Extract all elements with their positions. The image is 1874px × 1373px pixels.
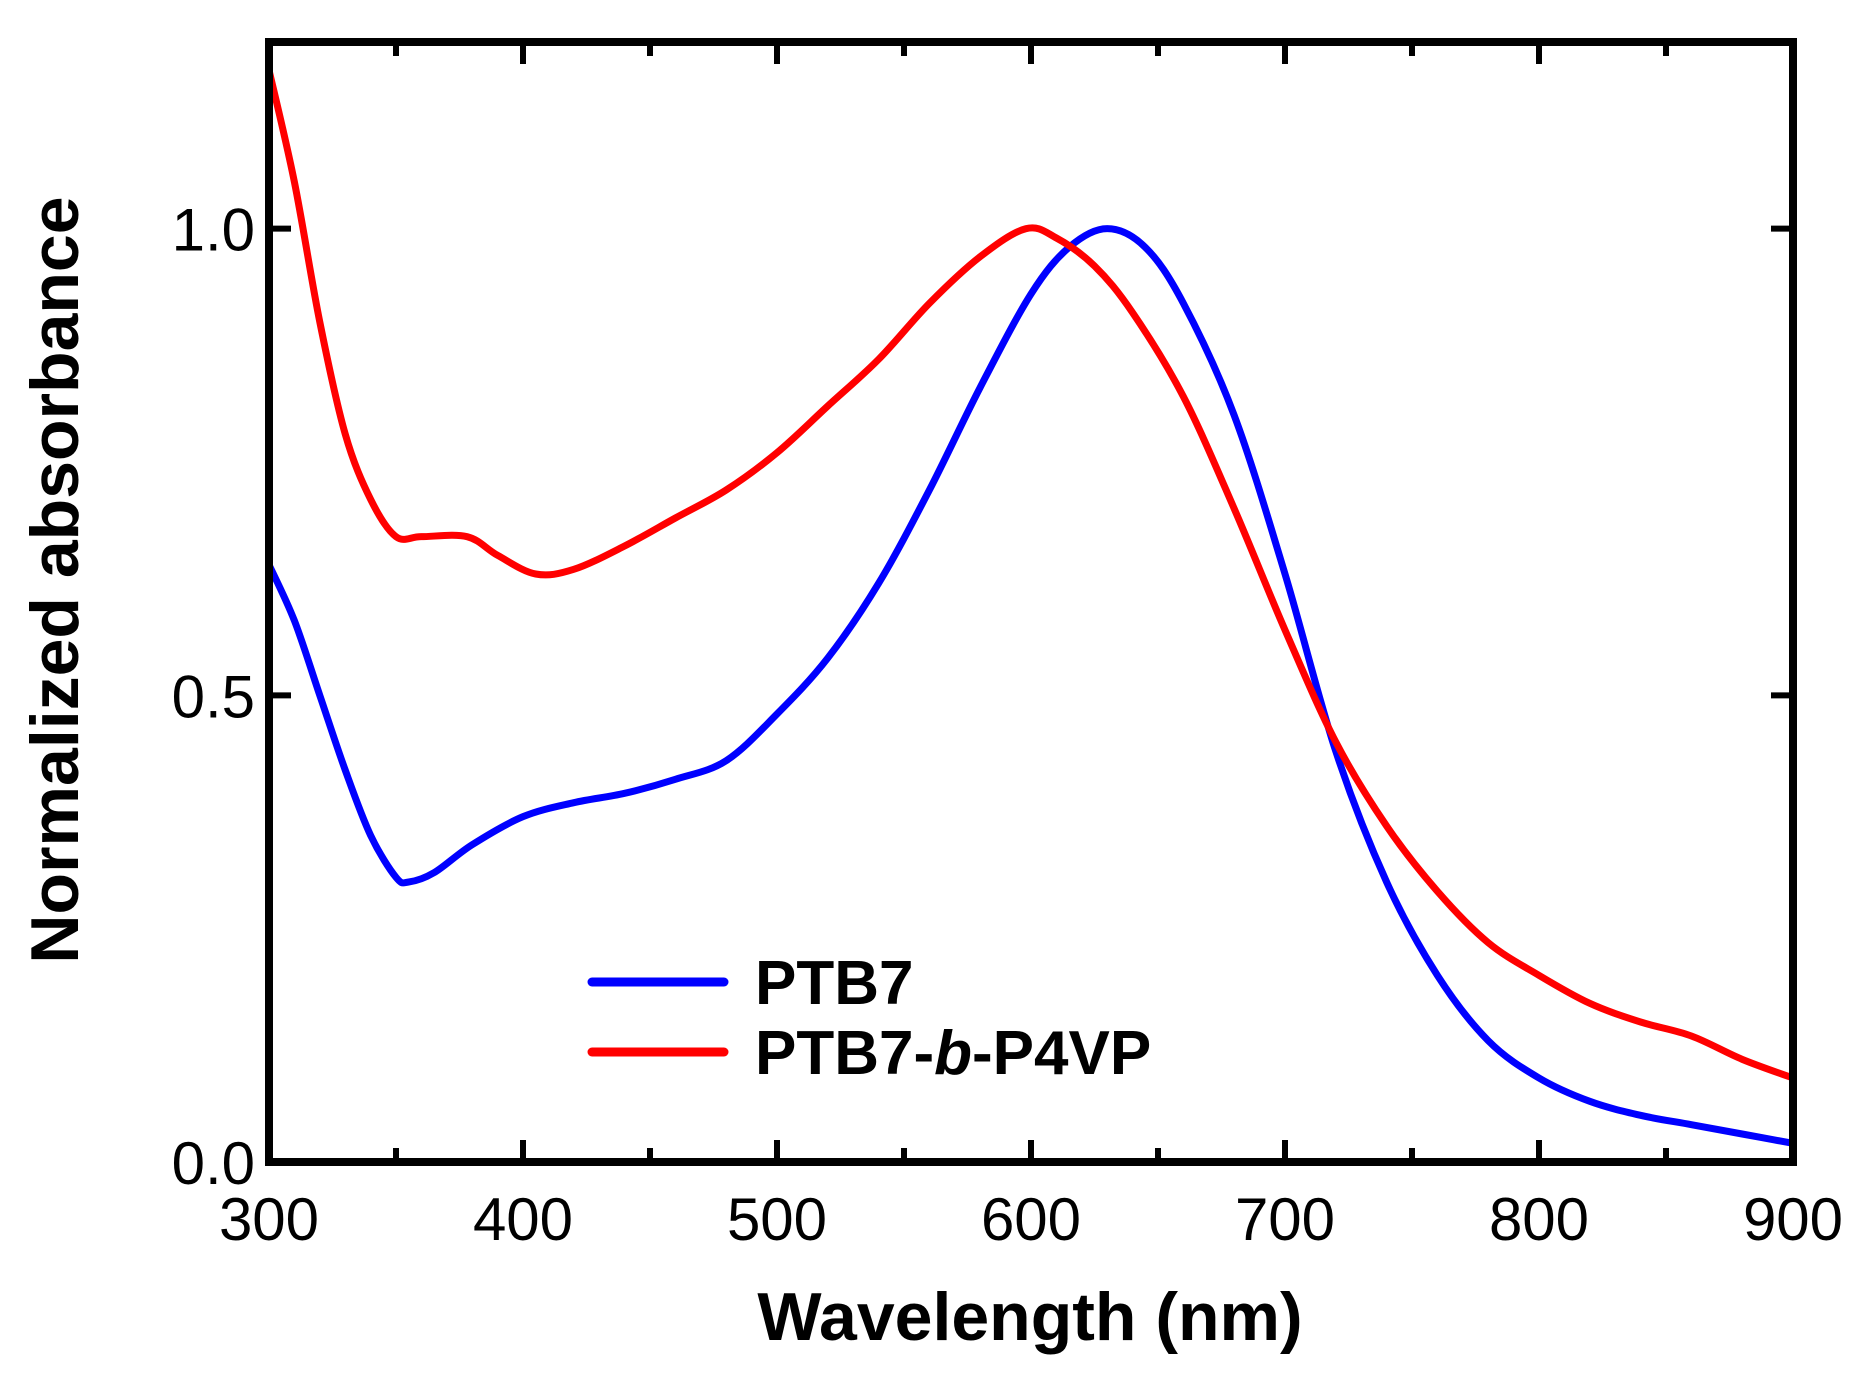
x-axis-title: Wavelength (nm) bbox=[757, 1279, 1302, 1355]
y-tick-label: 1.0 bbox=[172, 197, 255, 264]
legend-label: PTB7 bbox=[755, 949, 913, 1018]
x-tick-label: 400 bbox=[473, 1186, 573, 1253]
series-line-ptb7-b-p4vp bbox=[265, 69, 1795, 1082]
tick-labels: 300 400 500 600 700 800 900 0.0 0.5 1.0 bbox=[172, 197, 1843, 1253]
x-tick-label: 800 bbox=[1489, 1186, 1589, 1253]
legend-label-part: -P4VP bbox=[972, 1019, 1151, 1088]
y-tick-label: 0.5 bbox=[172, 663, 255, 730]
plot-frame bbox=[265, 38, 1797, 1166]
x-tick-label: 500 bbox=[727, 1186, 827, 1253]
y-axis-title: Normalized absorbance bbox=[17, 196, 93, 963]
x-tick-label: 900 bbox=[1743, 1186, 1843, 1253]
x-tick-label: 700 bbox=[1235, 1186, 1335, 1253]
legend-label-part: PTB7 bbox=[755, 949, 913, 1018]
x-tick-label: 600 bbox=[981, 1186, 1081, 1253]
y-tick-label: 0.0 bbox=[172, 1130, 255, 1197]
x-tick-label: 300 bbox=[219, 1186, 319, 1253]
series-line-ptb7 bbox=[265, 225, 1794, 1147]
legend-label-part: b bbox=[934, 1019, 972, 1088]
legend-label: PTB7-b-P4VP bbox=[755, 1019, 1151, 1088]
legend-label-part: PTB7- bbox=[755, 1019, 934, 1088]
series-lines bbox=[265, 69, 1795, 1147]
